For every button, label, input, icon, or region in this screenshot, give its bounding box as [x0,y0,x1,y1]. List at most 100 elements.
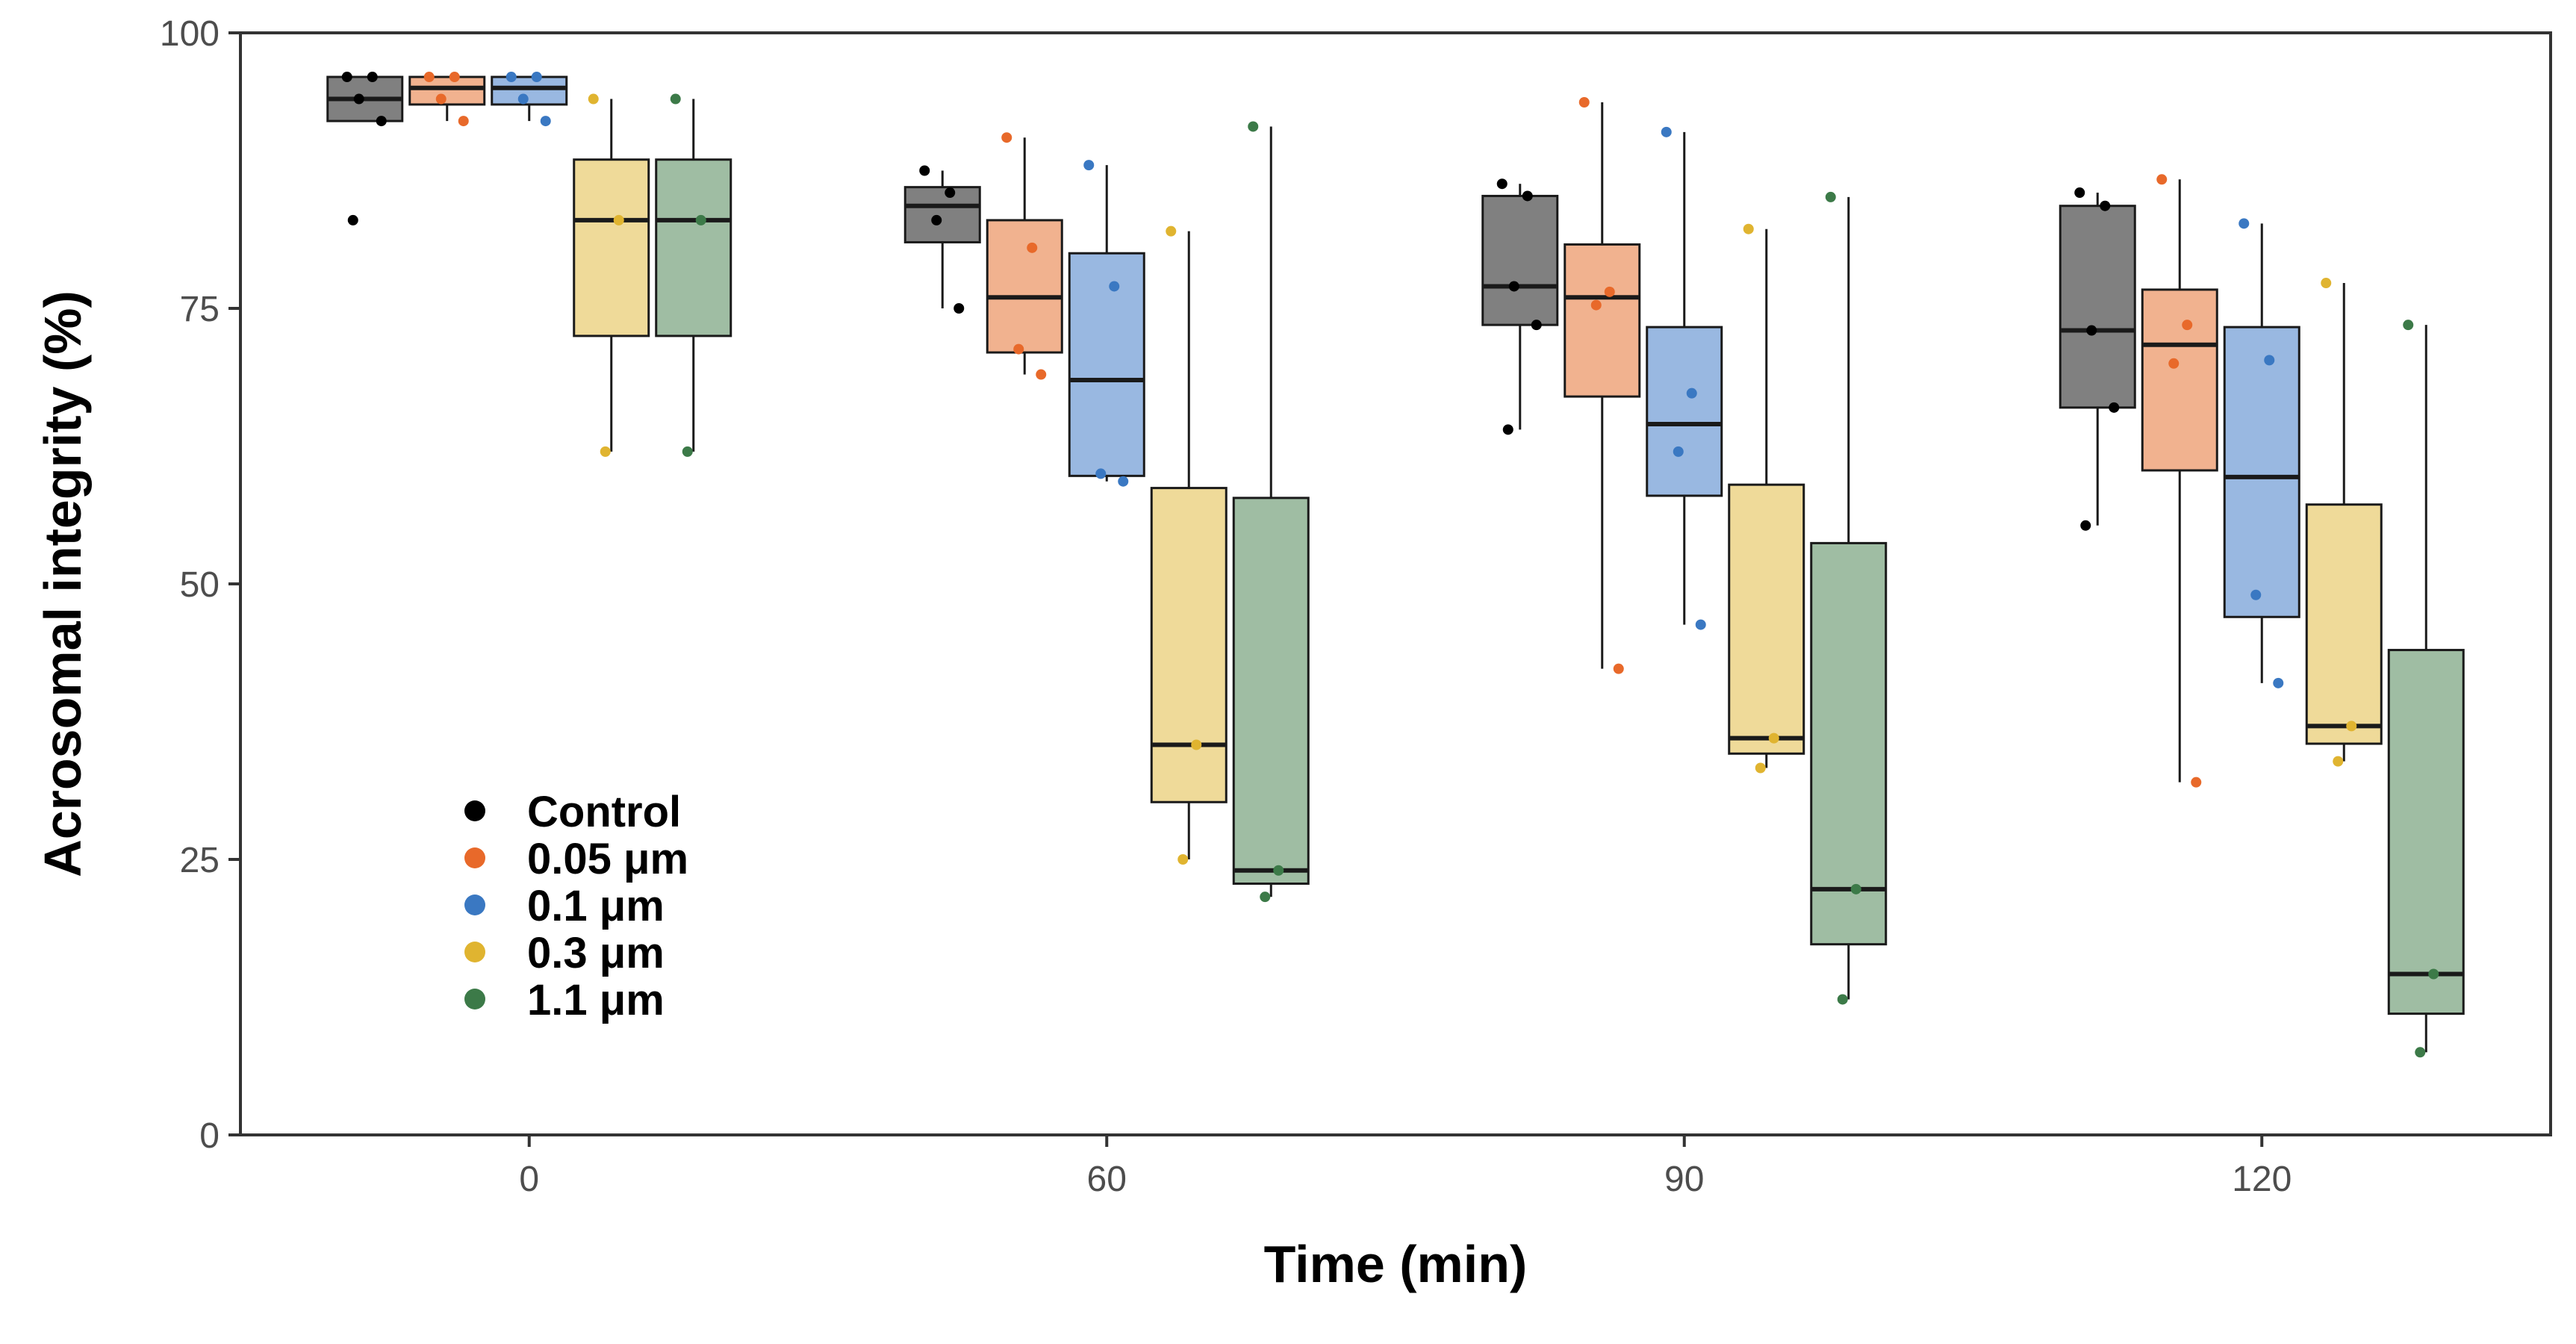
data-point [1825,191,1836,202]
box [1481,194,1559,326]
data-point [1590,299,1602,311]
legend-label: 0.05 μm [527,835,688,883]
data-point [435,93,447,105]
data-point [531,72,542,83]
data-point [2074,187,2085,199]
legend-key [464,800,485,821]
box [903,186,981,243]
data-point [1686,388,1697,399]
legend-key [464,942,485,962]
data-point [613,214,624,225]
data-point [423,72,435,83]
data-point [2156,174,2168,185]
data-point [1083,160,1095,171]
data-point [1531,320,1542,331]
data-point [2109,402,2120,413]
box [408,75,486,106]
box [1068,252,1145,477]
legend-label: 1.1 μm [527,976,665,1024]
data-point [2100,200,2111,211]
box [2141,288,2218,472]
data-point [1260,892,1271,903]
points-layer [341,72,2439,1058]
data-point [2168,358,2180,369]
data-point [1118,476,1129,487]
data-point [2333,756,2344,767]
data-point [919,165,930,176]
data-point [1177,854,1189,865]
data-point [1522,190,1533,202]
data-point [1508,281,1519,292]
data-point [1001,132,1012,143]
y-tick-label: 25 [180,841,220,880]
data-point [1036,369,1047,380]
data-point [449,72,460,83]
data-point [2182,320,2193,331]
box [1564,243,1641,398]
data-point [1166,225,1177,237]
data-point [2428,968,2439,980]
box [2387,649,2465,1015]
y-tick-label: 75 [180,290,220,329]
data-point [931,214,942,225]
data-point [1613,663,1624,674]
legend-key [464,847,485,868]
box [655,158,732,337]
data-point [1095,468,1107,479]
data-point [1743,223,1754,234]
data-point [1027,242,1038,253]
box [573,158,650,337]
box [1810,541,1888,946]
box [2059,205,2136,409]
data-point [2346,721,2357,732]
legend-key [464,989,485,1009]
data-point [353,93,364,105]
data-point [341,72,352,83]
y-tick-label: 50 [180,565,220,605]
data-point [1604,286,1615,297]
data-point [2086,325,2097,336]
data-point [1248,121,1259,132]
data-point [2403,320,2414,331]
data-point [458,116,469,127]
x-tick-label: 120 [2232,1160,2292,1199]
data-point [1673,446,1684,457]
boxes-layer [326,75,2465,1053]
data-point [2080,520,2091,531]
box [1232,497,1310,885]
y-tick-label: 0 [199,1116,220,1156]
data-point [1191,739,1202,750]
box [2223,326,2300,618]
data-point [367,72,378,83]
legend-key [464,895,485,915]
box [986,219,1063,354]
data-point [1768,732,1779,744]
box [2305,503,2383,745]
x-tick-label: 90 [1664,1160,1704,1199]
legend-label: Control [527,788,681,836]
data-point [2239,218,2250,229]
box [1150,487,1228,803]
data-point [2250,589,2262,600]
data-point [1578,96,1590,108]
data-point [1496,178,1508,190]
data-point [695,214,706,225]
data-point [347,214,358,225]
data-point [1837,994,1848,1005]
x-tick-label: 60 [1087,1160,1127,1199]
data-point [505,72,517,83]
data-point [1109,281,1120,292]
x-tick-label: 0 [519,1160,539,1199]
data-point [1013,343,1024,355]
data-point [1502,424,1513,435]
data-point [1850,883,1861,895]
data-point [953,303,965,314]
data-point [2273,677,2284,688]
axes-layer: 0 25 50 75 100 0 60 90 120 [160,14,2292,1199]
data-point [2191,777,2202,788]
data-point [1755,762,1766,774]
data-point [588,93,599,105]
data-point [600,446,611,457]
